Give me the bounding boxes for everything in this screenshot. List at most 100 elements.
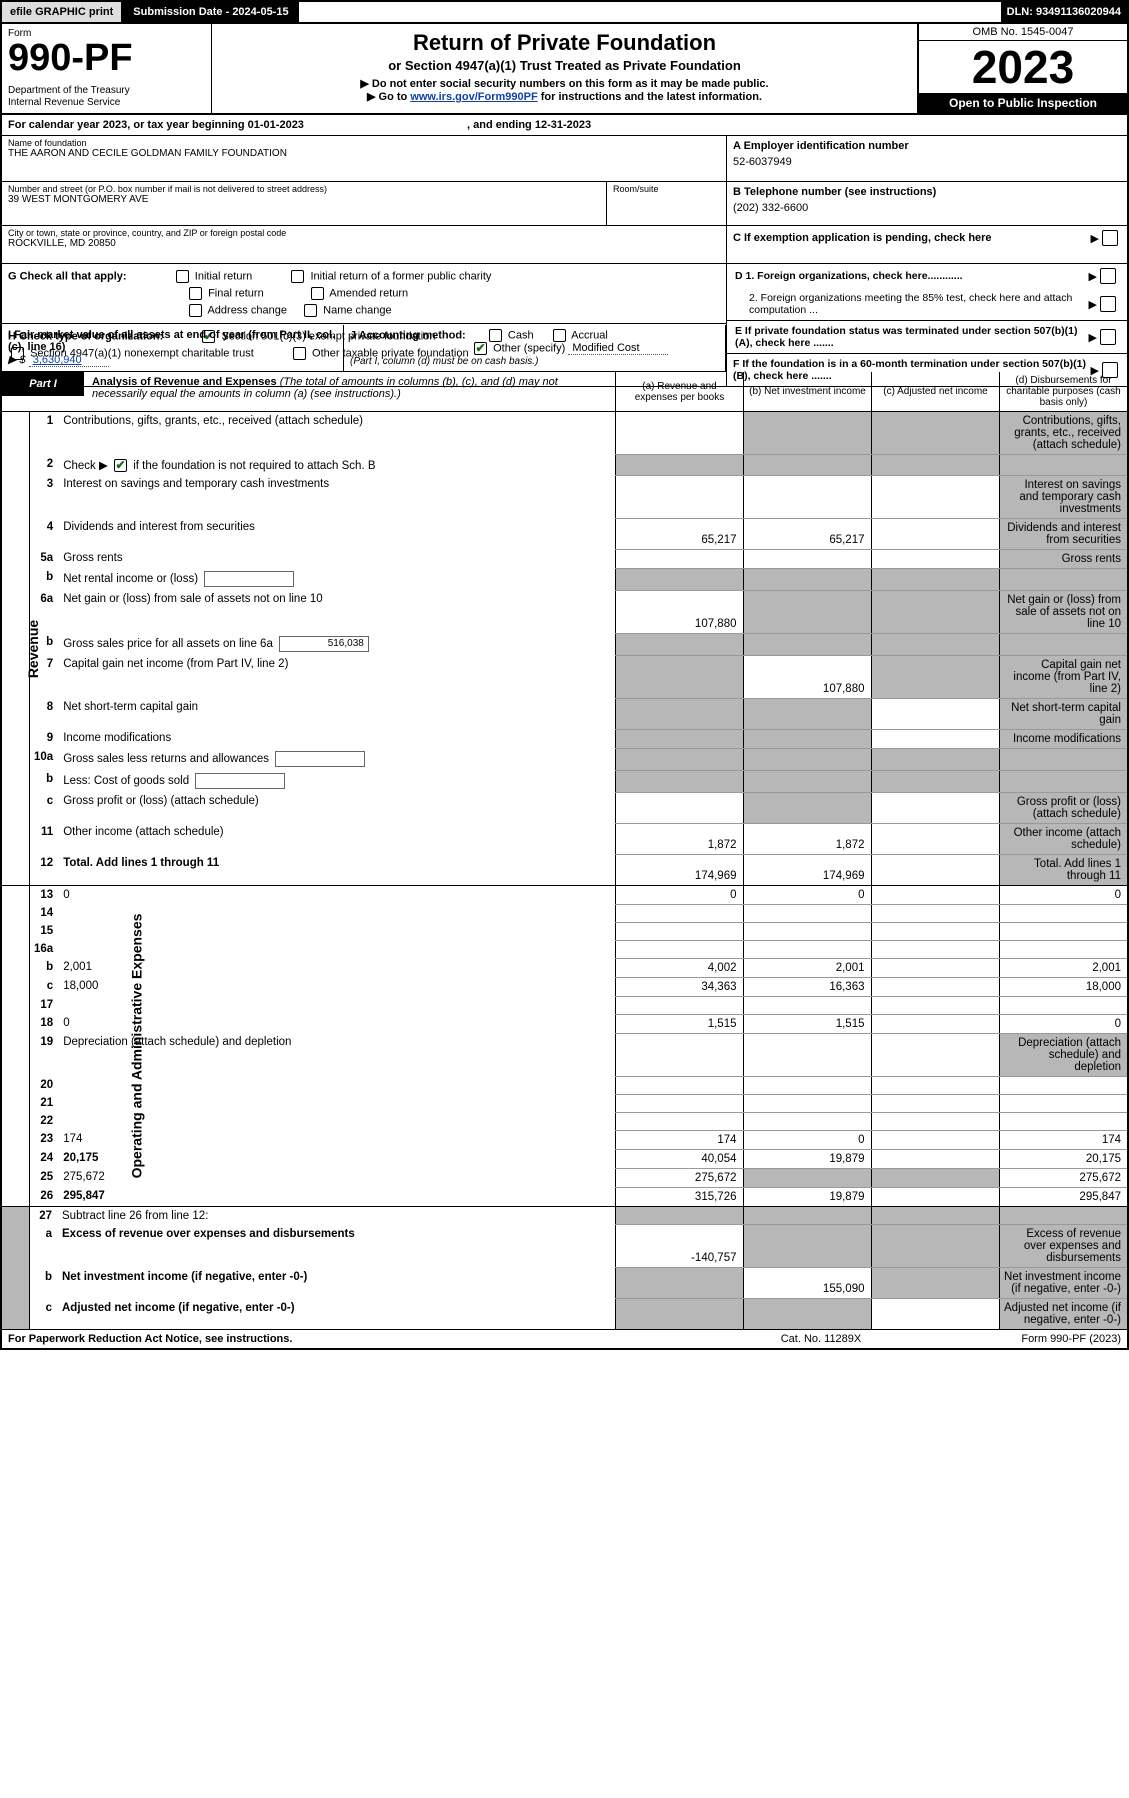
i-label: I Fair market value of all assets at end… — [8, 329, 335, 353]
cell-b: 16,363 — [743, 977, 871, 996]
header-right: OMB No. 1545-0047 2023 Open to Public In… — [917, 24, 1127, 113]
line-number: 23 — [30, 1130, 59, 1149]
g-name-change: Name change — [323, 304, 392, 316]
opexp-table: 130000141516ab2,0014,0022,0012,001c18,00… — [30, 886, 1127, 1207]
g-final: Final return — [208, 287, 264, 299]
cell-d: 0 — [999, 1014, 1127, 1033]
table-row: 17 — [30, 996, 1127, 1014]
cb-address-change[interactable] — [189, 304, 202, 317]
cell-b — [743, 590, 871, 633]
cell-b — [743, 904, 871, 922]
j-other: Other (specify) — [493, 342, 565, 354]
phone-cell: B Telephone number (see instructions) (2… — [726, 182, 1127, 226]
cell-b: 1,515 — [743, 1014, 871, 1033]
addr-label: Number and street (or P.O. box number if… — [8, 184, 606, 194]
cell-c — [871, 568, 999, 590]
col-a-head: (a) Revenue and expenses per books — [615, 372, 743, 411]
line-description: Gross sales price for all assets on line… — [59, 633, 615, 655]
cb-d2[interactable] — [1100, 296, 1116, 312]
efile-print-button[interactable]: efile GRAPHIC print — [2, 2, 123, 22]
cb-accrual[interactable] — [553, 329, 566, 342]
cell-c — [871, 977, 999, 996]
i-section: I Fair market value of all assets at end… — [2, 325, 344, 371]
fmv-value[interactable]: 3,630,940 — [29, 354, 109, 367]
tax-year: 2023 — [919, 41, 1127, 93]
cell-b — [743, 455, 871, 475]
line-number: b — [30, 770, 59, 792]
cell-a — [615, 1076, 743, 1094]
cell-d: Interest on savings and temporary cash i… — [999, 475, 1127, 518]
addr-value: 39 WEST MONTGOMERY AVE — [8, 194, 606, 205]
instr-2: ▶ Go to www.irs.gov/Form990PF for instru… — [272, 90, 857, 103]
table-row: 7Capital gain net income (from Part IV, … — [30, 655, 1127, 698]
cell-a: 174 — [615, 1130, 743, 1149]
cell-c — [871, 996, 999, 1014]
cell-a — [615, 475, 743, 518]
cell-d — [999, 748, 1127, 770]
cell-d — [999, 770, 1127, 792]
line-description: Net short-term capital gain — [59, 698, 615, 729]
cb-exemption-pending[interactable] — [1102, 230, 1118, 246]
j-cash: Cash — [508, 329, 534, 341]
cb-other-method[interactable] — [474, 342, 487, 355]
line-number: b — [30, 958, 59, 977]
cb-d1[interactable] — [1100, 268, 1116, 284]
revenue-side: Revenue — [2, 412, 30, 885]
cell-a — [615, 940, 743, 958]
line-number: 27 — [30, 1207, 58, 1225]
line-description: 295,847 — [59, 1187, 615, 1206]
ein-label: A Employer identification number — [733, 140, 1121, 152]
cell-b — [743, 549, 871, 568]
line-description: Dividends and interest from securities — [59, 518, 615, 549]
table-row: 27Subtract line 26 from line 12: — [30, 1207, 1127, 1225]
col-c-head: (c) Adjusted net income — [871, 372, 999, 411]
j-section: J Accounting method: Cash Accrual Other … — [344, 325, 725, 371]
col-b-head: (b) Net investment income — [743, 372, 871, 411]
col-d-head: (d) Disbursements for charitable purpose… — [999, 372, 1127, 411]
cell-a: 174,969 — [615, 854, 743, 885]
cell-b — [743, 1033, 871, 1076]
cb-final-return[interactable] — [189, 287, 202, 300]
net-table: 27Subtract line 26 from line 12:aExcess … — [30, 1207, 1127, 1331]
line-number: 16a — [30, 940, 59, 958]
part1-header: Part I Analysis of Revenue and Expenses … — [2, 372, 1127, 412]
city-value: ROCKVILLE, MD 20850 — [8, 238, 720, 249]
inline-amount: 516,038 — [279, 636, 369, 652]
g-section: G Check all that apply: Initial return I… — [2, 264, 726, 324]
line-description: 0 — [59, 886, 615, 905]
line-number: 17 — [30, 996, 59, 1014]
cell-d — [999, 568, 1127, 590]
arrow-icon: ▶ — [1091, 232, 1099, 245]
cell-c — [871, 475, 999, 518]
cell-c — [871, 1268, 999, 1299]
cell-d: 18,000 — [999, 977, 1127, 996]
table-row: 21 — [30, 1094, 1127, 1112]
line-number: 19 — [30, 1033, 59, 1076]
cell-c — [871, 770, 999, 792]
cell-b — [743, 770, 871, 792]
cb-cash[interactable] — [489, 329, 502, 342]
cell-b — [743, 729, 871, 748]
cell-d: Net short-term capital gain — [999, 698, 1127, 729]
cb-name-change[interactable] — [304, 304, 317, 317]
cell-d — [999, 996, 1127, 1014]
cb-amended-return[interactable] — [311, 287, 324, 300]
cell-d: Capital gain net income (from Part IV, l… — [999, 655, 1127, 698]
cell-d: Gross profit or (loss) (attach schedule) — [999, 792, 1127, 823]
cb-initial-former[interactable] — [291, 270, 304, 283]
cell-a — [615, 655, 743, 698]
table-row: cGross profit or (loss) (attach schedule… — [30, 792, 1127, 823]
ij-row: I Fair market value of all assets at end… — [2, 325, 726, 372]
cell-b — [743, 922, 871, 940]
cb-sch-b[interactable] — [114, 459, 127, 472]
cell-b — [743, 698, 871, 729]
g-initial: Initial return — [195, 270, 252, 282]
net-side — [2, 1207, 30, 1331]
cell-b: 19,879 — [743, 1149, 871, 1168]
cb-e[interactable] — [1100, 329, 1116, 345]
cell-b — [743, 1076, 871, 1094]
cell-d: 275,672 — [999, 1168, 1127, 1187]
irs-link[interactable]: www.irs.gov/Form990PF — [410, 91, 537, 103]
table-row: 15 — [30, 922, 1127, 940]
cb-initial-return[interactable] — [176, 270, 189, 283]
